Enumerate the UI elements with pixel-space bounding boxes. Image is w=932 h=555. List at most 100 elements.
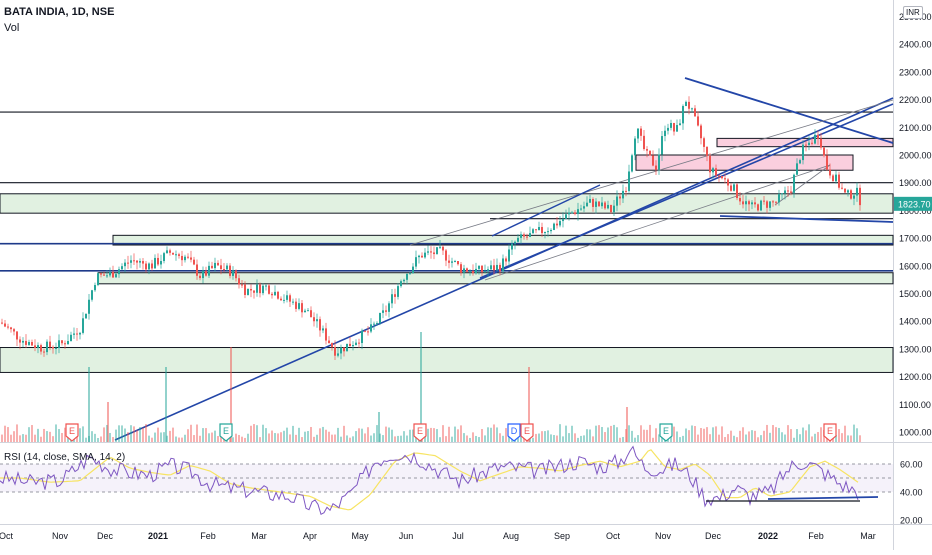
candle-body [58,340,60,348]
candle-body [43,351,45,353]
candle-body [415,257,417,267]
candle-body [448,260,450,263]
candle-body [46,341,48,353]
candle-body [226,265,228,270]
candle-body [688,101,690,109]
candle-body [469,270,471,272]
volume-bar [184,434,186,442]
volume-bar [694,426,696,442]
candle-body [109,271,111,276]
volume-bar [373,433,375,442]
candle-body [811,142,813,144]
volume-bar [238,434,240,442]
volume-bar [301,437,303,442]
volume-bar [22,434,24,442]
candle-body [106,275,108,277]
volume-bar [181,437,183,442]
support-zone-0 [0,193,894,214]
candle-body [94,285,96,291]
trendline-down [684,77,894,144]
event-marker[interactable]: E [65,423,79,442]
event-marker[interactable]: E [520,423,534,442]
candle-body [361,330,363,344]
candle-body [574,212,576,215]
volume-bar [655,428,657,442]
candle-body [1,322,3,324]
candle-body [250,288,252,291]
candle-body [70,334,72,342]
event-marker[interactable]: E [219,423,233,442]
candle-body [145,263,147,270]
candle-body [364,330,366,332]
candle-body [628,171,630,191]
volume-label: Vol [4,22,20,34]
candle-body [535,229,537,231]
candle-body [823,147,825,156]
volume-bar [721,426,723,442]
candle-body [562,218,564,222]
volume-bar [7,427,9,442]
volume-bar [598,425,600,442]
candle-body [115,274,117,278]
candle-body [514,241,516,244]
candle-body [775,201,777,203]
time-tick-label: 2022 [758,531,778,541]
volume-bar [760,435,762,442]
candle-body [463,268,465,273]
volume-bar [502,435,504,442]
time-tick-label: Feb [200,531,216,541]
candle-body [658,154,660,170]
candle-body [517,237,519,242]
candle-body [157,257,159,265]
candle-body [499,264,501,272]
volume-bar [856,428,858,442]
volume-bar [532,437,534,442]
candle-body [568,212,570,215]
candle-body [826,155,828,170]
candle-body [91,290,93,300]
candle-body [652,155,654,166]
candle-body [763,200,765,202]
currency-badge[interactable]: INR [903,6,923,19]
candle-body [787,190,789,192]
volume-spike [420,332,422,442]
volume-bar [298,427,300,442]
volume-bar [61,432,63,442]
volume-bar [811,436,813,442]
candle-body [835,174,837,182]
volume-bar [394,436,396,442]
candle-body [208,265,210,276]
event-marker[interactable]: E [413,423,427,442]
volume-bar [715,426,717,442]
candle-body [82,318,84,333]
candle-body [73,333,75,335]
event-marker[interactable]: D [507,423,521,442]
candle-body [769,201,771,208]
event-marker[interactable]: E [659,423,673,442]
candle-body [235,270,237,279]
volume-bar [241,436,243,442]
volume-bar [412,429,414,442]
candle-body [655,165,657,170]
candle-body [718,175,720,177]
volume-bar [382,435,384,442]
candle-body [781,193,783,195]
candle-body [436,247,438,255]
rsi-legend: RSI (14, close, SMA, 14, 2) [4,452,126,463]
volume-bar [283,430,285,442]
candle-body [340,347,342,354]
volume-bar [445,436,447,442]
svg-text:D: D [511,426,518,436]
event-marker[interactable]: E [823,423,837,442]
volume-bar [340,436,342,442]
candle-body [280,298,282,301]
volume-bar [265,428,267,442]
volume-bar [748,431,750,442]
price-tick-label: 1700.00 [899,234,932,244]
volume-bar [757,437,759,442]
candle-body [232,270,234,276]
volume-bar [370,435,372,442]
candle-body [616,196,618,206]
